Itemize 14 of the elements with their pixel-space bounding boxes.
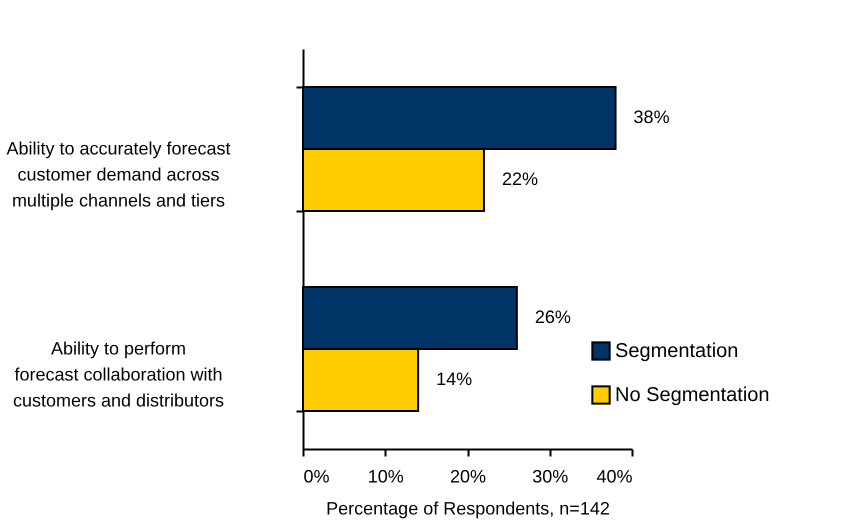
x-axis-title: Percentage of Respondents, n=142 <box>326 498 610 518</box>
y-tick-label: Ability to accurately forecast customer demand across multiple channels and tiers <box>6 138 231 210</box>
data-label: 14% <box>436 369 472 389</box>
x-tick-label: 0% <box>304 466 330 486</box>
data-label: 26% <box>534 307 571 327</box>
x-tick-label: 20% <box>450 466 486 486</box>
y-tick-label: Ability to perform forecast collaboration with customers and distributors <box>12 338 224 410</box>
x-tick-label: 10% <box>368 466 404 486</box>
data-label: 38% <box>634 107 670 127</box>
legend-label: Segmentation <box>615 340 738 362</box>
x-tick-label: 40% <box>596 466 632 486</box>
data-label: 22% <box>502 169 538 189</box>
x-tick-label: 30% <box>532 466 568 486</box>
legend-label: No Segmentation <box>615 384 770 406</box>
